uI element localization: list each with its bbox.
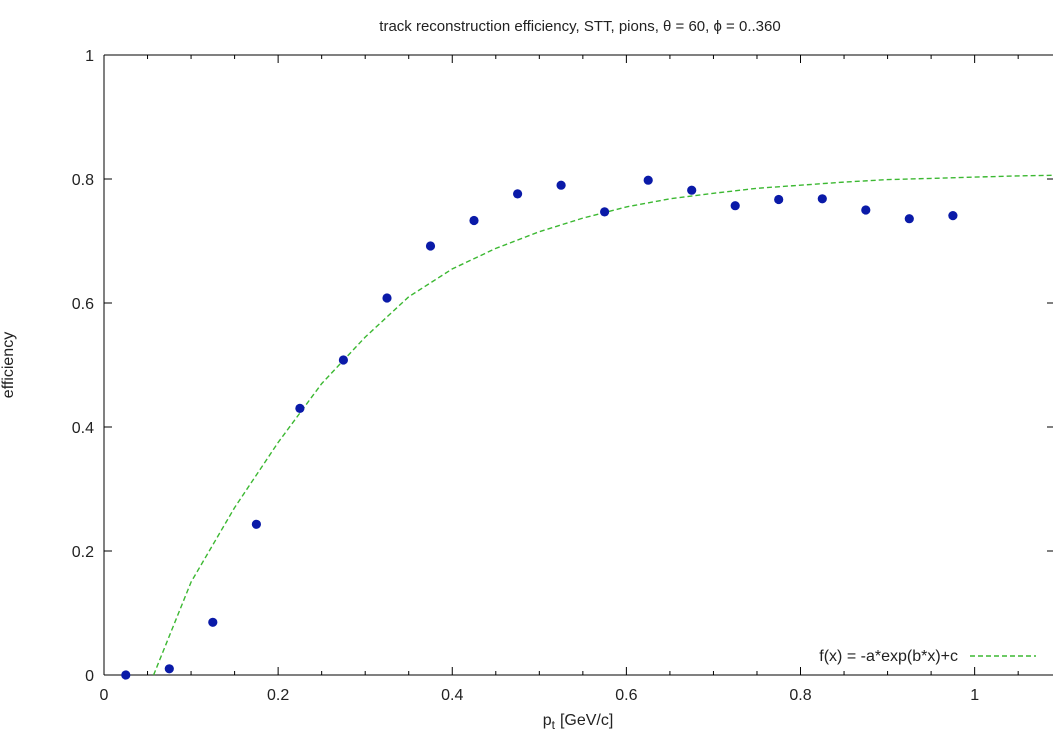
x-tick-label: 0: [100, 687, 109, 704]
data-point: [338, 355, 348, 365]
data-point: [382, 293, 392, 303]
x-axis-ticks: [103, 55, 1019, 675]
data-point: [295, 403, 305, 413]
y-axis-title: efficiency: [0, 332, 17, 398]
fit-curve: [152, 174, 1053, 676]
data-point: [600, 207, 610, 217]
data-point: [687, 185, 697, 195]
y-tick-label: 1: [85, 48, 94, 65]
data-point: [251, 519, 261, 529]
data-point: [774, 194, 784, 205]
x-axis-title-subscript: t: [552, 718, 556, 732]
data-point: [513, 189, 523, 199]
y-axis-tick-labels: 0 0.2 0.4 0.6 0.8 1: [72, 48, 94, 685]
y-tick-label: 0.4: [72, 420, 94, 437]
data-point: [556, 180, 566, 190]
x-axis-title-unit: [GeV/c]: [560, 712, 613, 729]
x-tick-label: 0.8: [789, 687, 811, 704]
data-point: [948, 211, 958, 221]
x-axis-tick-labels: 0 0.2 0.4 0.6 0.8 1: [100, 687, 980, 704]
y-tick-label: 0.8: [72, 172, 94, 189]
legend: f(x) = -a*exp(b*x)+c: [819, 648, 1036, 665]
chart-title: track reconstruction efficiency, STT, pi…: [379, 18, 780, 35]
y-tick-label: 0.2: [72, 544, 94, 561]
data-points-layer: [121, 175, 958, 680]
data-point: [817, 194, 827, 204]
data-point: [425, 241, 436, 251]
legend-label: f(x) = -a*exp(b*x)+c: [819, 648, 958, 665]
data-point: [164, 664, 174, 674]
data-point: [121, 670, 131, 680]
data-point: [208, 617, 218, 627]
x-tick-label: 0.2: [267, 687, 289, 704]
y-tick-label: 0.6: [72, 296, 94, 313]
x-axis-title: pt [GeV/c]: [543, 712, 614, 732]
x-tick-label: 0.6: [615, 687, 637, 704]
data-point: [904, 214, 914, 224]
x-axis-title-main: p: [543, 712, 552, 729]
y-tick-label: 0: [85, 668, 94, 685]
data-point: [730, 201, 740, 211]
fit-curve-layer: [152, 174, 1053, 676]
data-point: [861, 205, 871, 215]
data-point: [469, 215, 479, 226]
y-axis-ticks: [104, 54, 1053, 676]
x-tick-label: 0.4: [441, 687, 463, 704]
x-tick-label: 1: [970, 687, 979, 704]
data-point: [643, 175, 653, 185]
plot-frame: [103, 54, 1053, 676]
